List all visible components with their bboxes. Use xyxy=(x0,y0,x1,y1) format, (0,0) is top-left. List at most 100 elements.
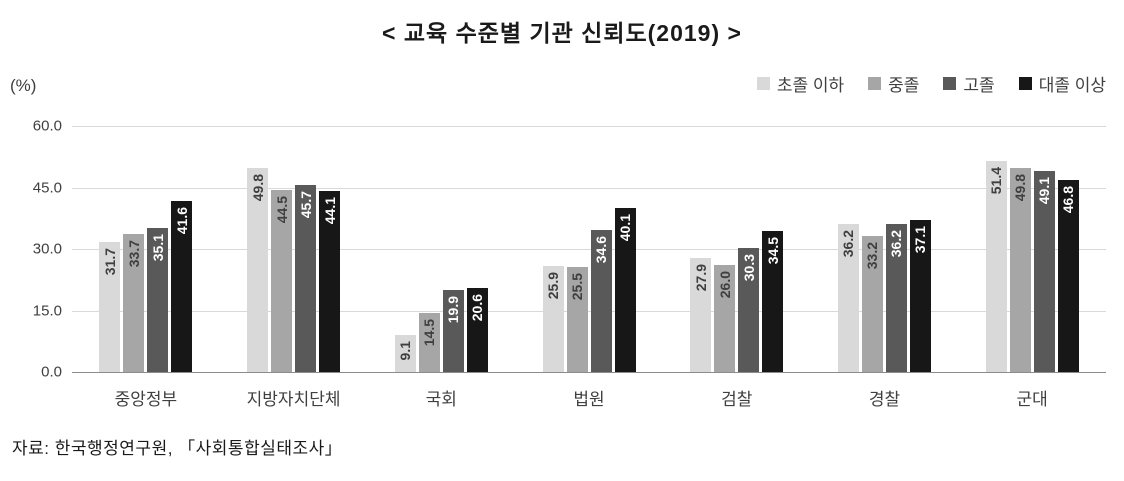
bar-value-label: 27.9 xyxy=(692,263,709,291)
legend-swatch xyxy=(943,77,957,90)
bar: 20.6 xyxy=(466,287,488,372)
gridline xyxy=(72,126,1106,127)
bar-group: 25.9 25.5 34.6 40.1 xyxy=(515,126,663,372)
bar: 9.1 xyxy=(394,334,416,372)
bar-value-label: 25.9 xyxy=(545,271,562,300)
bar: 31.7 xyxy=(99,242,121,372)
bar: 19.9 xyxy=(442,290,464,372)
chart-body: 0.0 15.0 30.0 45.0 60.0 31.7 33.7 35.1 41.6 49.8… xyxy=(0,118,1124,381)
bar: 36.2 xyxy=(885,223,907,372)
bar-value-label: 31.7 xyxy=(101,248,118,276)
legend-label: 초졸 이하 xyxy=(776,76,845,95)
bar: 46.8 xyxy=(1057,180,1079,372)
bar: 49.8 xyxy=(247,167,269,372)
legend-item: 중졸 xyxy=(868,71,919,96)
bar: 26.0 xyxy=(714,265,736,372)
bar-groups: 31.7 33.7 35.1 41.6 49.8 44.5 45.7 44.1 9.1 14.5 1… xyxy=(72,126,1106,372)
bar-value-label: 36.2 xyxy=(840,229,857,257)
category-label: 검찰 xyxy=(721,390,753,409)
category-label: 군대 xyxy=(1016,390,1048,409)
bar-value-label: 37.1 xyxy=(912,225,929,254)
bar: 33.7 xyxy=(123,233,145,372)
x-axis-category-labels: 중앙정부 지방자치단체 국회 법원 검찰 경찰 군대 xyxy=(72,372,1106,410)
bar-value-label: 36.2 xyxy=(888,229,905,257)
legend: 초졸 이하 중졸 고졸 대졸 이상 xyxy=(756,71,1106,96)
y-axis: 0.0 15.0 30.0 45.0 60.0 xyxy=(0,118,72,381)
bar: 27.9 xyxy=(690,257,712,372)
bar: 36.2 xyxy=(837,223,859,372)
bar-value-label: 49.8 xyxy=(1012,173,1029,202)
legend-item: 고졸 xyxy=(943,71,995,96)
bar-value-label: 49.1 xyxy=(1036,176,1053,204)
bar-value-label: 20.6 xyxy=(469,293,486,321)
legend-swatch xyxy=(1018,77,1032,90)
chart-header-row: (%) 초졸 이하 중졸 고졸 대졸 이상 xyxy=(10,74,1106,96)
bar: 33.2 xyxy=(861,235,883,372)
category-label: 경찰 xyxy=(868,390,901,409)
legend-swatch xyxy=(868,77,882,90)
bar: 14.5 xyxy=(418,312,440,372)
bar-value-label: 35.1 xyxy=(149,234,166,262)
bar-group: 51.4 49.8 49.1 46.8 xyxy=(958,126,1106,372)
bar-value-label: 46.8 xyxy=(1060,186,1077,214)
x-axis-line xyxy=(72,372,1106,373)
gridline xyxy=(72,310,1106,312)
bar: 49.8 xyxy=(1009,167,1031,372)
bar: 25.9 xyxy=(542,265,564,372)
bar: 51.4 xyxy=(985,161,1007,372)
y-tick-label: 0.0 xyxy=(41,363,62,381)
y-axis-unit-label: (%) xyxy=(10,76,37,95)
y-tick-label: 45.0 xyxy=(32,179,62,196)
bar-value-label: 9.1 xyxy=(397,340,414,361)
bar-group: 27.9 26.0 30.3 34.5 xyxy=(663,126,811,372)
y-tick-label: 30.0 xyxy=(32,240,62,258)
bar-value-label: 33.7 xyxy=(125,239,142,268)
bar-value-label: 33.2 xyxy=(864,241,881,270)
bar-group: 31.7 33.7 35.1 41.6 xyxy=(72,126,220,372)
bar-value-label: 34.6 xyxy=(593,236,610,264)
bar: 25.5 xyxy=(566,267,588,372)
bar-group: 36.2 33.2 36.2 37.1 xyxy=(811,126,959,372)
bar-value-label: 26.0 xyxy=(716,271,733,299)
bar: 30.3 xyxy=(738,247,760,372)
bar-value-label: 34.5 xyxy=(764,236,781,264)
bar: 44.5 xyxy=(271,189,293,372)
bar: 45.7 xyxy=(295,184,317,372)
category-label: 법원 xyxy=(573,390,605,409)
bar: 44.1 xyxy=(319,191,341,372)
bar-value-label: 40.1 xyxy=(617,213,634,241)
category-label: 지방자치단체 xyxy=(246,390,341,409)
y-tick-label: 60.0 xyxy=(32,117,62,135)
chart-title: < 교육 수준별 기관 신뢰도(2019) > xyxy=(382,20,742,46)
bar-value-label: 25.5 xyxy=(569,273,586,301)
legend-item: 대졸 이상 xyxy=(1018,71,1106,96)
gridline xyxy=(72,249,1106,250)
bar: 40.1 xyxy=(614,207,636,372)
bar-value-label: 49.8 xyxy=(249,173,266,202)
legend-label: 대졸 이상 xyxy=(1038,76,1106,95)
bar-value-label: 44.5 xyxy=(273,195,290,223)
bar-group: 9.1 14.5 19.9 20.6 xyxy=(367,126,515,372)
legend-label: 중졸 xyxy=(888,76,920,95)
gridline xyxy=(72,187,1106,189)
source-note: 자료: 한국행정연구원, 「사회통합실태조사」 xyxy=(12,439,343,458)
bar-value-label: 51.4 xyxy=(988,167,1005,195)
legend-item: 초졸 이하 xyxy=(756,71,845,96)
bar-value-label: 14.5 xyxy=(421,318,438,346)
legend-swatch xyxy=(756,77,770,90)
bar-value-label: 45.7 xyxy=(297,190,314,218)
legend-label: 고졸 xyxy=(963,76,995,95)
bar: 41.6 xyxy=(171,201,193,372)
bar: 35.1 xyxy=(147,228,169,372)
category-label: 중앙정부 xyxy=(114,390,178,409)
bar-value-label: 30.3 xyxy=(740,253,757,282)
bar: 34.6 xyxy=(590,230,612,372)
plot-area: 31.7 33.7 35.1 41.6 49.8 44.5 45.7 44.1 9.1 14.5 1… xyxy=(72,126,1106,373)
bar-value-label: 19.9 xyxy=(445,296,462,324)
bar: 37.1 xyxy=(909,219,931,372)
bar-value-label: 41.6 xyxy=(173,207,190,235)
bar-group: 49.8 44.5 45.7 44.1 xyxy=(220,126,368,372)
category-label: 국회 xyxy=(425,390,457,409)
bar: 34.5 xyxy=(762,230,784,372)
